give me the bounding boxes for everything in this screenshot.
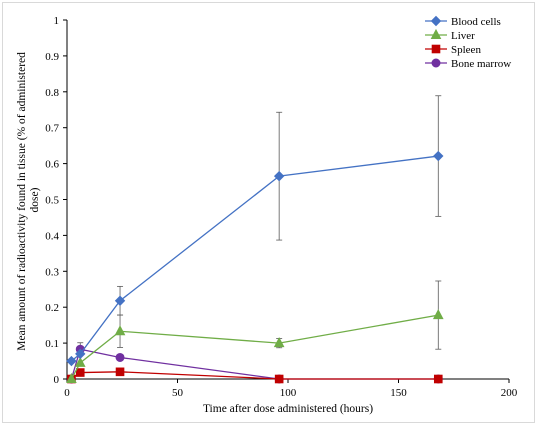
y-tick-label: 0 xyxy=(54,374,60,386)
y-tick-label: 0.5 xyxy=(45,195,59,207)
y-axis-title: Mean amount of radioactivity found in ti… xyxy=(16,49,41,350)
data-point-bone-marrow xyxy=(115,352,125,362)
data-point-spleen xyxy=(115,367,125,377)
x-axis-title: Time after dose administered (hours) xyxy=(203,403,373,415)
x-tick-label: 150 xyxy=(390,387,407,399)
y-tick-label: 0.4 xyxy=(45,230,59,242)
legend: Blood cells Liver Spleen Bone marrow xyxy=(425,15,511,70)
legend-marker xyxy=(430,28,442,39)
legend-marker xyxy=(431,58,441,68)
legend-item-blood-cells: Blood cells xyxy=(425,15,501,28)
legend-marker xyxy=(431,44,441,54)
series-spleen xyxy=(67,367,443,384)
y-axis-title-line-1: Mean amount of radioactivity found in ti… xyxy=(16,52,28,351)
series-liver xyxy=(66,280,444,383)
y-tick-label: 0.1 xyxy=(45,338,59,350)
data-point-spleen xyxy=(75,368,85,377)
data-point-liver xyxy=(74,356,86,367)
data-point-liver xyxy=(66,372,77,383)
data-point-blood-cells xyxy=(114,295,126,306)
chart-frame xyxy=(2,2,535,423)
y-tick-label: 0.9 xyxy=(45,51,59,63)
series-blood-cells xyxy=(66,95,444,367)
y-tick-label: 1 xyxy=(54,15,60,27)
axes: 0 0.1 0.2 0.3 0.4 0.5 0.6 0.7 0.8 0.9 1 0 50 100 150 20… xyxy=(45,15,518,399)
legend-label: Spleen xyxy=(451,44,481,56)
legend-item-bone-marrow: Bone marrow xyxy=(425,58,511,70)
data-point-blood-cells xyxy=(273,170,285,182)
series-line-blood-cells xyxy=(71,155,439,362)
y-tick-label: 0.6 xyxy=(45,159,59,171)
legend-label: Bone marrow xyxy=(451,58,511,70)
series-line-liver xyxy=(70,314,439,380)
data-point-liver xyxy=(273,337,285,348)
x-tick-label: 50 xyxy=(172,387,184,399)
legend-label: Blood cells xyxy=(451,16,501,28)
data-point-blood-cells xyxy=(75,348,86,360)
x-tick-label: 200 xyxy=(501,387,518,399)
series-bone-marrow xyxy=(66,342,443,384)
plot-area xyxy=(66,95,444,384)
legend-label: Liver xyxy=(451,30,475,42)
y-tick-label: 0.8 xyxy=(45,87,59,99)
y-tick-label: 0.2 xyxy=(45,302,59,314)
y-tick-label: 0.3 xyxy=(45,266,59,278)
x-tick-label: 0 xyxy=(64,387,70,399)
x-tick-label: 100 xyxy=(280,387,297,399)
data-point-spleen xyxy=(274,374,284,384)
legend-item-spleen: Spleen xyxy=(425,44,481,56)
y-tick-label: 0.7 xyxy=(45,123,59,135)
data-point-liver xyxy=(432,309,444,320)
legend-marker xyxy=(430,15,442,27)
legend-item-liver: Liver xyxy=(425,28,475,42)
series-line-bone-marrow xyxy=(70,348,439,380)
y-axis-title-line-2: dose) xyxy=(29,187,41,212)
data-point-spleen xyxy=(433,374,443,384)
data-point-liver xyxy=(114,325,126,336)
data-point-blood-cells xyxy=(66,355,77,367)
data-point-blood-cells xyxy=(433,150,444,162)
